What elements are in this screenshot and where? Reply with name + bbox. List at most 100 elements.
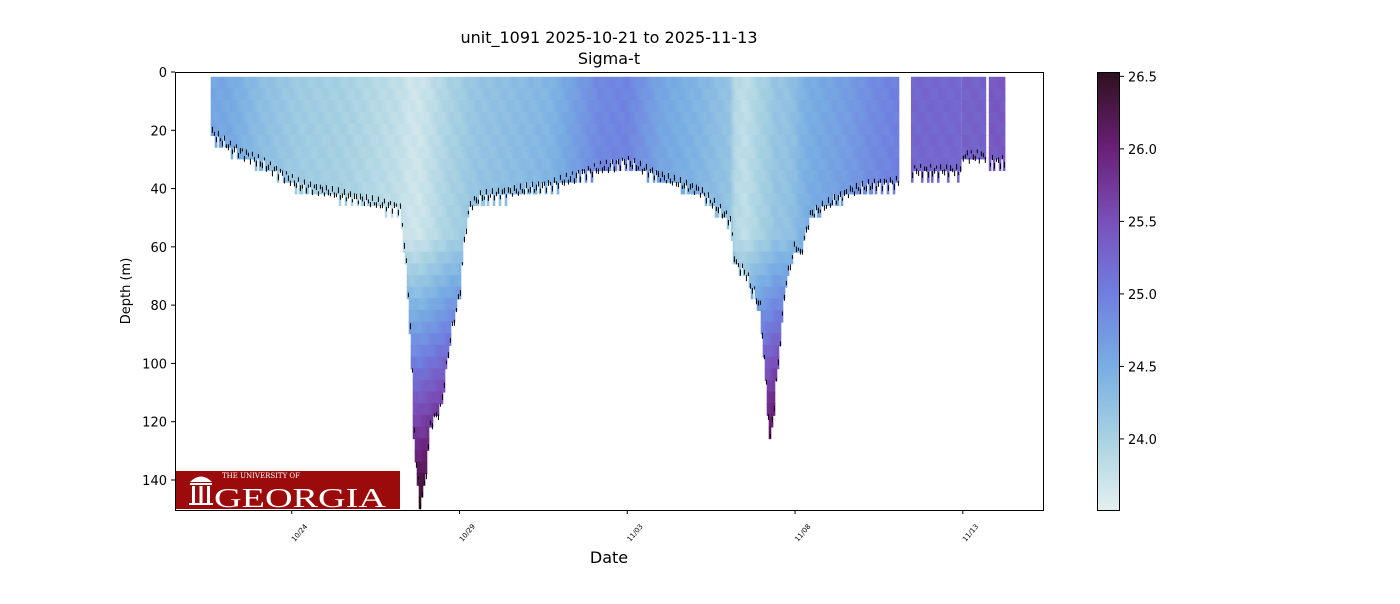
data-point xyxy=(824,158,828,172)
data-point xyxy=(486,88,490,102)
data-point xyxy=(910,88,914,102)
data-point xyxy=(590,158,594,172)
bottom-marker xyxy=(303,179,305,185)
data-point xyxy=(754,228,758,242)
data-point xyxy=(396,76,400,90)
data-point xyxy=(374,123,378,137)
data-point xyxy=(770,344,774,358)
data-point xyxy=(844,100,848,113)
data-point xyxy=(983,135,987,148)
data-point xyxy=(772,146,776,160)
data-point xyxy=(454,135,458,148)
data-point xyxy=(490,88,494,102)
data-point xyxy=(734,193,738,207)
data-point xyxy=(580,88,584,102)
data-point xyxy=(700,123,704,137)
data-point xyxy=(762,100,766,113)
bottom-marker xyxy=(693,190,695,195)
data-point xyxy=(708,158,712,172)
data-point xyxy=(368,100,372,113)
data-point xyxy=(522,146,526,160)
data-point xyxy=(702,123,706,137)
data-point xyxy=(776,298,780,311)
data-point xyxy=(508,181,512,195)
data-point xyxy=(444,111,448,125)
data-point xyxy=(234,88,238,102)
data-point xyxy=(624,146,628,160)
data-point xyxy=(268,123,272,137)
data-point xyxy=(798,205,802,218)
data-point xyxy=(486,158,490,172)
data-point xyxy=(646,123,650,137)
data-point xyxy=(362,146,366,160)
data-point xyxy=(436,274,440,288)
data-point xyxy=(446,158,450,172)
data-point xyxy=(942,111,946,125)
data-point xyxy=(780,100,784,113)
data-point xyxy=(864,170,868,183)
data-point xyxy=(342,158,346,172)
data-point xyxy=(580,158,584,172)
data-point xyxy=(288,146,292,160)
data-point xyxy=(518,158,522,172)
data-point xyxy=(304,135,308,148)
data-point xyxy=(882,100,886,113)
data-point xyxy=(688,111,692,125)
bottom-marker xyxy=(857,187,859,191)
data-point xyxy=(380,193,384,207)
data-point xyxy=(756,205,760,218)
data-point xyxy=(432,181,436,195)
bottom-marker xyxy=(759,300,761,305)
data-point xyxy=(790,205,794,218)
data-point xyxy=(946,123,950,137)
bottom-marker xyxy=(737,263,739,268)
data-point xyxy=(626,135,630,148)
data-point xyxy=(374,111,378,125)
data-point xyxy=(406,193,410,207)
data-point xyxy=(760,286,764,300)
data-point xyxy=(464,111,468,125)
data-point xyxy=(852,123,856,137)
data-point xyxy=(514,100,518,113)
data-point xyxy=(768,76,772,90)
data-point xyxy=(762,309,766,323)
data-point xyxy=(818,76,822,90)
data-point xyxy=(784,181,788,195)
data-point xyxy=(1002,88,1006,102)
data-point xyxy=(971,76,975,90)
data-point xyxy=(516,135,520,148)
data-point xyxy=(806,205,810,218)
data-point xyxy=(932,111,936,125)
data-point xyxy=(498,158,502,172)
data-point xyxy=(818,111,822,125)
bottom-marker xyxy=(667,172,669,179)
bottom-marker xyxy=(441,394,443,400)
data-point xyxy=(680,88,684,102)
data-point xyxy=(442,356,446,370)
data-point xyxy=(969,88,973,102)
data-point xyxy=(454,263,458,276)
data-point xyxy=(418,111,422,125)
data-point xyxy=(472,111,476,125)
data-point xyxy=(812,205,816,218)
data-point xyxy=(446,170,450,183)
data-point xyxy=(668,111,672,125)
data-point xyxy=(776,251,780,265)
data-point xyxy=(362,193,366,207)
data-point xyxy=(748,158,752,172)
data-point xyxy=(260,123,264,137)
data-point xyxy=(824,111,828,125)
data-point xyxy=(422,193,426,207)
data-point xyxy=(416,298,420,311)
data-point xyxy=(570,135,574,148)
data-point xyxy=(602,88,606,102)
data-point xyxy=(866,100,870,113)
bottom-marker xyxy=(974,155,976,162)
data-point xyxy=(604,158,608,172)
data-point xyxy=(662,76,666,90)
data-point xyxy=(846,76,850,90)
data-point xyxy=(734,135,738,148)
data-point xyxy=(572,135,576,148)
data-point xyxy=(470,76,474,90)
data-point xyxy=(414,438,418,451)
